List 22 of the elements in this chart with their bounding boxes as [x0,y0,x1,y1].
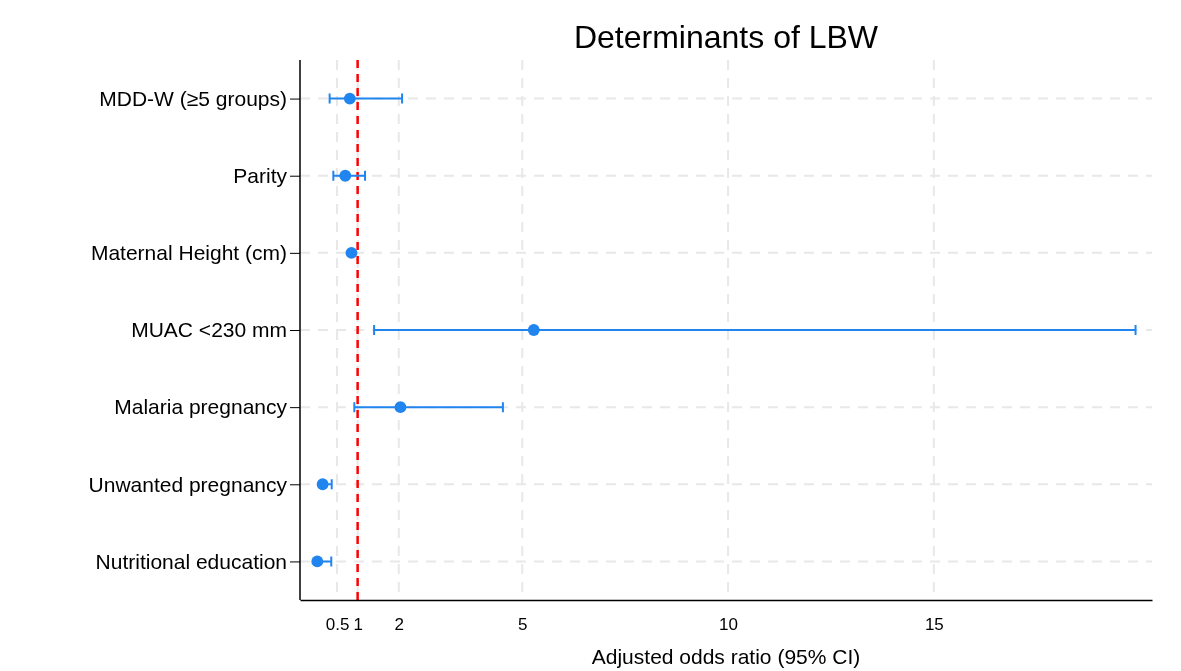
point [339,169,352,182]
x-tick-label: 2 [394,615,405,635]
point [527,324,540,336]
y-tick-label: MDD-W (≥5 groups) [99,86,287,110]
y-tick-label: Maternal Height (cm) [90,241,287,265]
point [343,92,356,105]
y-tick-label: Unwanted pregnancy [88,472,288,496]
x-tick-label: 1 [353,615,363,635]
chart-title: Determinants of LBW [573,19,879,55]
x-tick-label: 10 [719,615,739,635]
point [316,478,329,491]
y-tick-label: Malaria pregnancy [114,395,288,419]
point [345,246,358,259]
x-axis-title: Adjusted odds ratio (95% CI) [591,645,861,668]
y-tick-label: Parity [233,163,288,187]
point [311,555,324,568]
x-tick-label: 15 [924,615,944,635]
y-tick-label: MUAC <230 mm [131,318,287,342]
point [394,401,407,414]
x-tick-label: 5 [518,615,528,635]
y-tick-label: Nutritional education [95,549,287,573]
x-tick-label: 0.5 [325,615,350,635]
